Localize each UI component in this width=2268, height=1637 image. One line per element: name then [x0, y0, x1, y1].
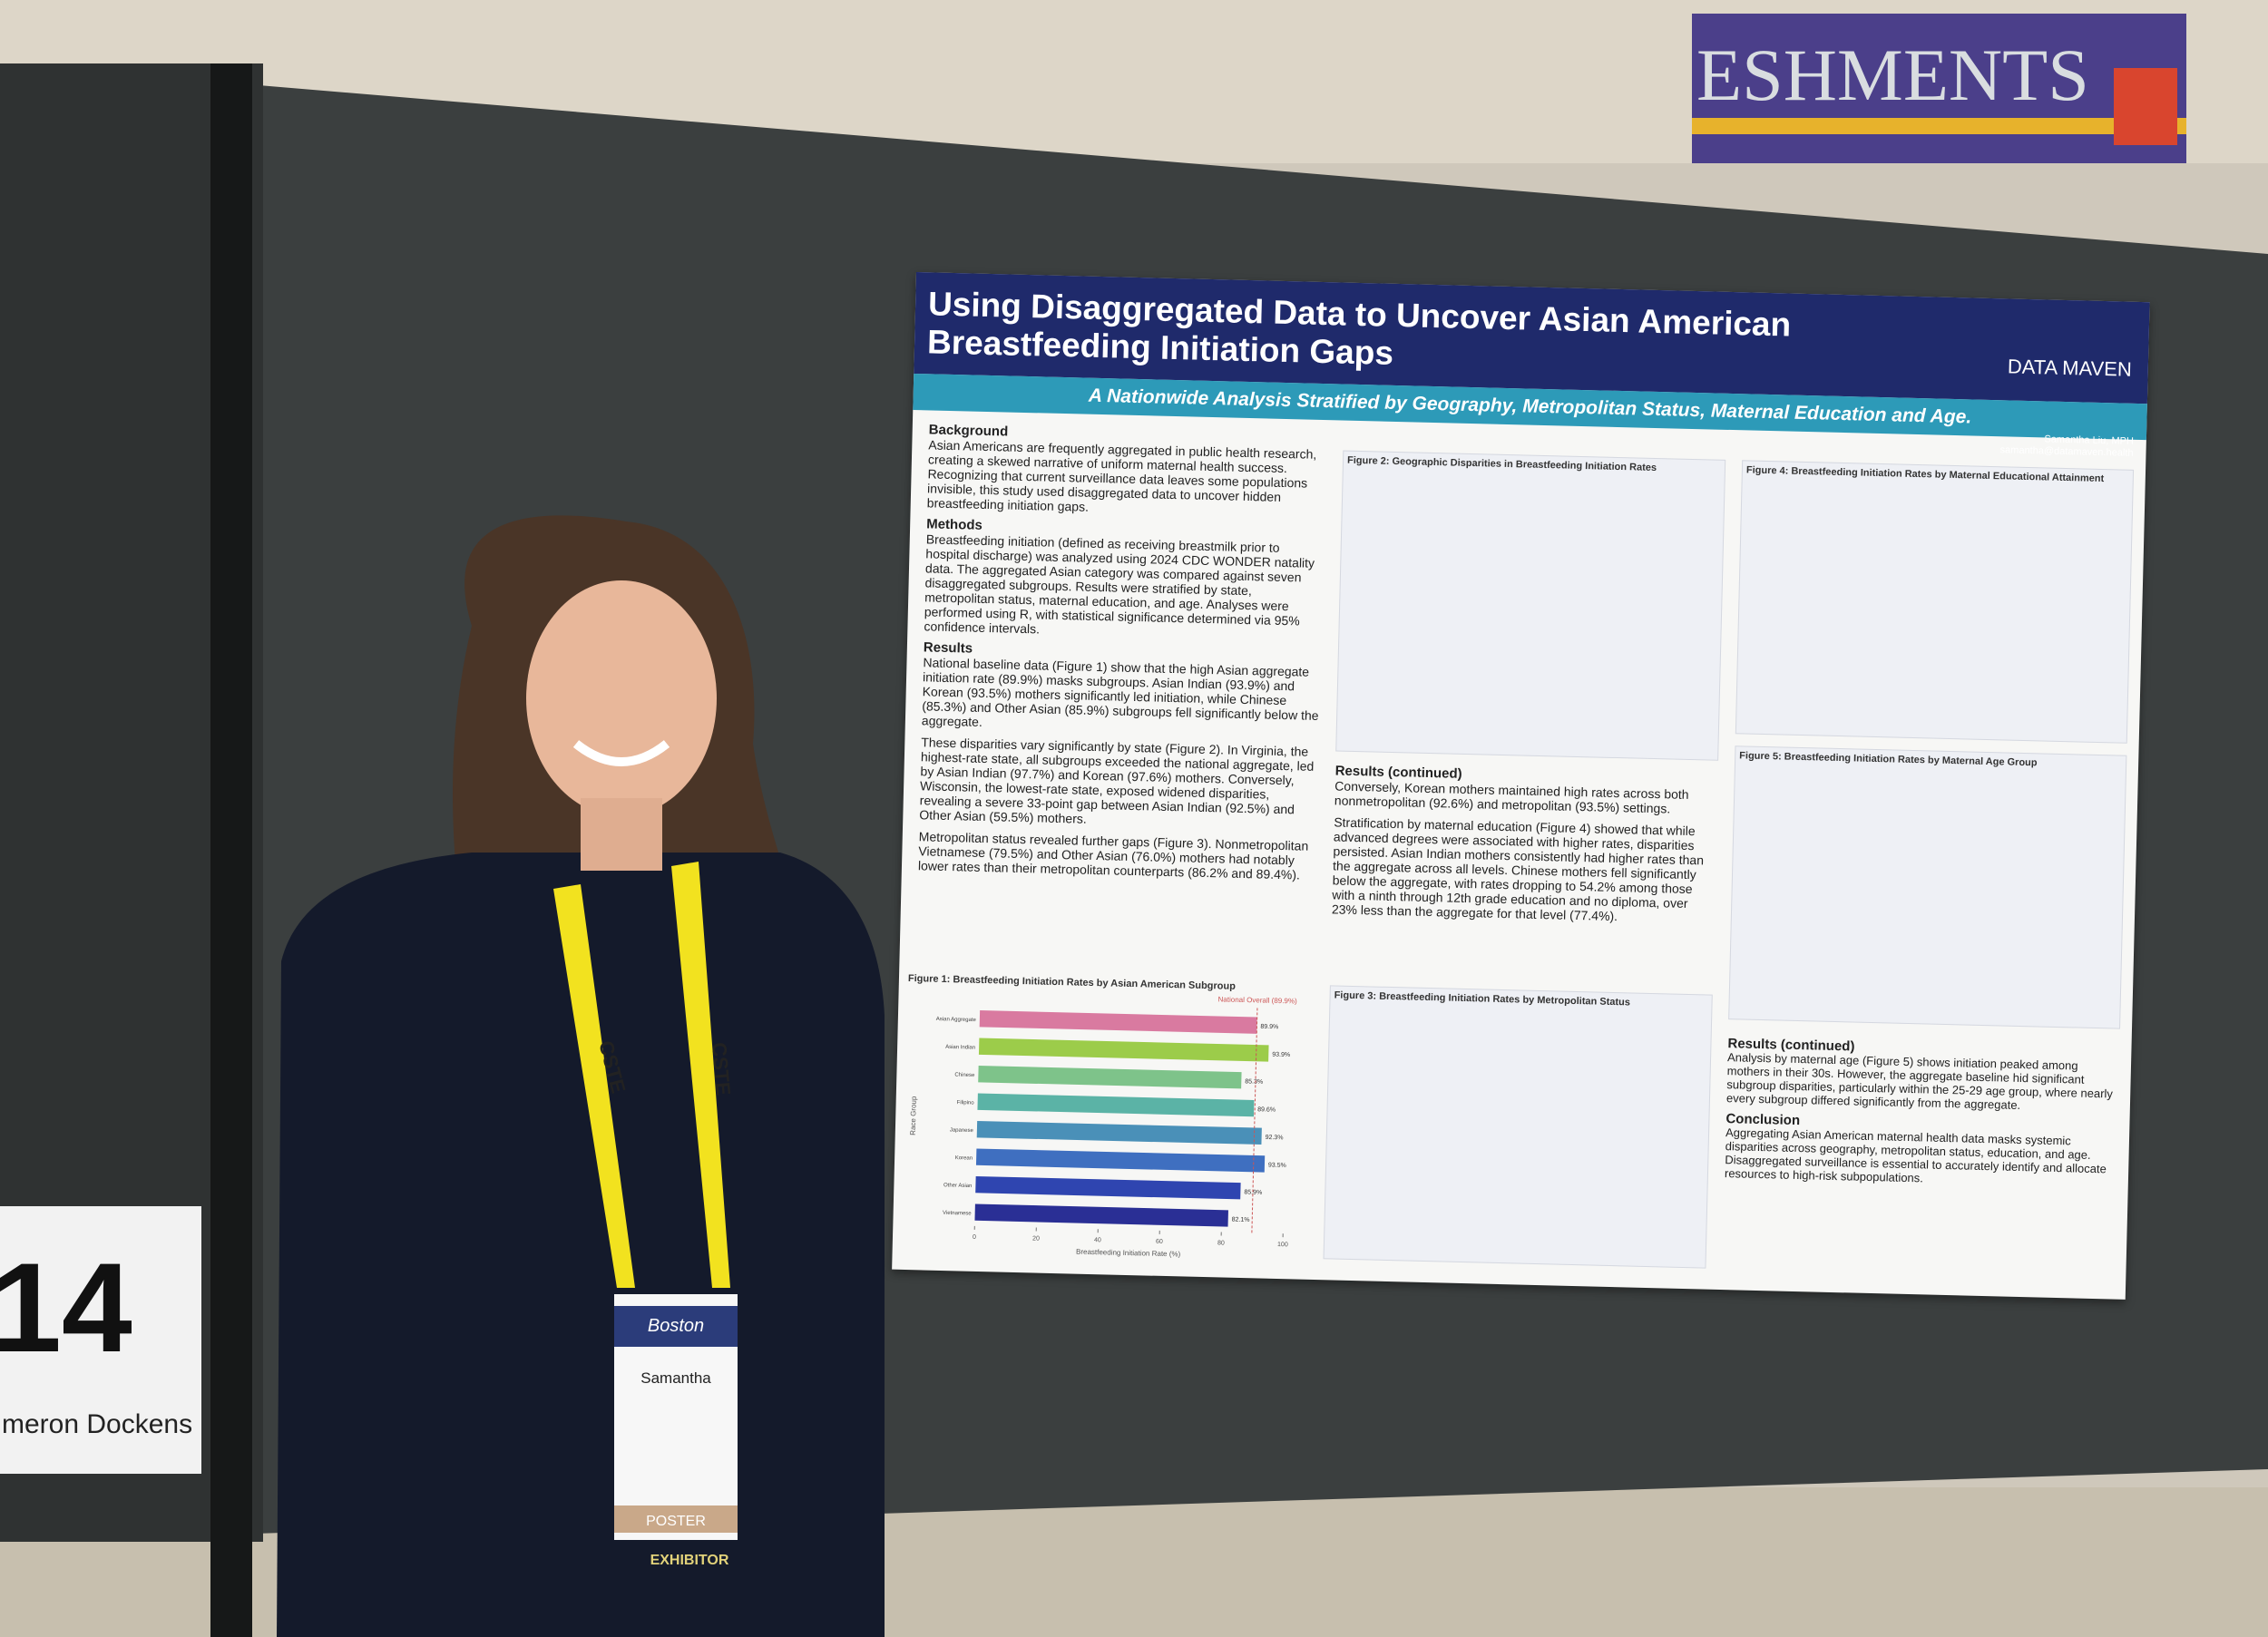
value-label: 85.9% [1244, 1189, 1262, 1195]
y-tick-label: Asian Indian [945, 1045, 975, 1051]
booth-name: meron Dockens [2, 1409, 192, 1439]
bar [978, 1038, 1269, 1062]
value-label: 89.9% [1260, 1024, 1278, 1030]
figure-1: Figure 1: Breastfeeding Initiation Rates… [908, 973, 1297, 1259]
figure-panel: Figure 2: Geographic Disparities in Brea… [1335, 450, 1726, 761]
paragraph: Metropolitan status revealed further gap… [917, 829, 1309, 882]
poster-title: Using Disaggregated Data to Uncover Asia… [926, 285, 1792, 372]
annotation: National Overall (89.9%) [1217, 995, 1297, 1005]
badge-ribbon-text: POSTER [646, 1514, 706, 1529]
paragraph: Analysis by maternal age (Figure 5) show… [1725, 1050, 2114, 1113]
sign-arrow [2114, 68, 2177, 145]
neck [581, 798, 662, 871]
y-axis-label: Race Group [909, 1096, 918, 1135]
x-tick-label: 60 [1156, 1239, 1163, 1245]
left-column: Background Asian Americans are frequently… [918, 417, 1328, 890]
bar [974, 1203, 1228, 1227]
bar [979, 1010, 1257, 1034]
paragraph: Aggregating Asian American maternal heal… [1724, 1125, 2107, 1185]
badge-name: Samantha [640, 1369, 711, 1387]
y-tick-label: Asian Aggregate [936, 1017, 977, 1023]
x-axis-label: Breastfeeding Initiation Rate (%) [1076, 1248, 1181, 1259]
poster-org: DATA MAVEN [2007, 355, 2133, 381]
sign [1692, 14, 2186, 163]
figure-title: Figure 4: Breastfeeding Initiation Rates… [1745, 464, 2105, 485]
badge-city: Boston [648, 1316, 704, 1336]
y-tick-label: Vietnamese [943, 1211, 972, 1217]
smile [572, 740, 670, 766]
face [526, 580, 717, 816]
poster: Using Disaggregated Data to Uncover Asia… [892, 272, 2150, 1300]
bar [976, 1121, 1262, 1145]
poster-author: Samantha Liu, MPH samantha@datamaven.heal… [1999, 433, 2134, 460]
right-column: Results (continued) Analysis by maternal … [1725, 1031, 2118, 1196]
bar [975, 1148, 1266, 1173]
x-tick-label: 20 [1032, 1235, 1040, 1242]
paragraph: Breastfeeding initiation (defined as rec… [924, 531, 1315, 637]
figure-panel: Figure 4: Breastfeeding Initiation Rates… [1735, 460, 2135, 744]
booth-number: 14 [0, 1236, 132, 1379]
bar [977, 1093, 1255, 1117]
y-tick-label: Korean [955, 1155, 973, 1161]
paragraph: Stratification by maternal education (Fi… [1331, 814, 1705, 924]
value-label: 89.6% [1257, 1106, 1276, 1113]
figure-title: Figure 5: Breastfeeding Initiation Rates… [1739, 750, 2038, 769]
reference-line [1251, 1008, 1258, 1233]
x-tick-label: 0 [973, 1234, 976, 1241]
value-label: 93.9% [1272, 1052, 1290, 1058]
bar [975, 1176, 1241, 1200]
value-label: 92.3% [1266, 1135, 1284, 1141]
value-label: 82.1% [1232, 1217, 1250, 1223]
y-tick-label: Filipino [957, 1100, 975, 1106]
booth-card [0, 1206, 201, 1474]
x-tick-label: 40 [1094, 1237, 1101, 1243]
y-tick-label: Chinese [954, 1073, 975, 1079]
figure-title: Figure 1: Breastfeeding Initiation Rates… [908, 973, 1236, 992]
value-label: 85.3% [1245, 1078, 1263, 1085]
middle-column: Results (continued) Conversely, Korean mo… [1332, 758, 1716, 932]
figure-panel: Figure 5: Breastfeeding Initiation Rates… [1728, 745, 2127, 1029]
paragraph: National baseline data (Figure 1) show t… [921, 655, 1319, 729]
lanyard [553, 862, 730, 1288]
sign-stripe [1692, 118, 2186, 134]
y-tick-label: Other Asian [943, 1183, 972, 1189]
y-tick-label: Japanese [950, 1127, 974, 1134]
figure-title: Figure 2: Geographic Disparities in Brea… [1346, 454, 1657, 474]
value-label: 93.5% [1268, 1163, 1286, 1169]
x-tick-label: 80 [1217, 1240, 1225, 1246]
paragraph: These disparities vary significantly by … [919, 735, 1315, 826]
bar [978, 1066, 1242, 1089]
figure-title: Figure 3: Breastfeeding Initiation Rates… [1334, 989, 1631, 1009]
badge-tag: EXHIBITOR [650, 1553, 729, 1568]
sign-text: ESHMENTS [1696, 34, 2089, 116]
badge-ribbon [614, 1505, 738, 1533]
figure-panel: Figure 3: Breastfeeding Initiation Rates… [1323, 985, 1713, 1269]
panel-pole [210, 63, 252, 1637]
paragraph: Asian Americans are frequently aggregate… [926, 437, 1317, 514]
lanyard-text: CSTE [708, 1041, 735, 1096]
author-email: samantha@datamaven.health [1999, 444, 2134, 459]
x-tick-label: 100 [1277, 1242, 1288, 1248]
badge-header [614, 1306, 738, 1347]
